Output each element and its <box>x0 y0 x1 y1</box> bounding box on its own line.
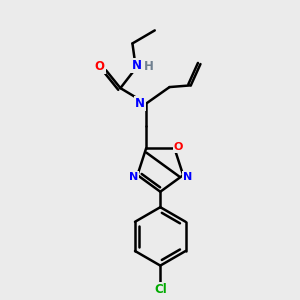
Text: N: N <box>183 172 192 182</box>
Text: N: N <box>132 59 142 72</box>
Text: N: N <box>129 172 138 182</box>
Text: Cl: Cl <box>154 283 167 296</box>
Text: H: H <box>144 60 154 73</box>
Text: N: N <box>135 97 145 110</box>
Text: O: O <box>174 142 183 152</box>
Text: O: O <box>95 60 105 73</box>
